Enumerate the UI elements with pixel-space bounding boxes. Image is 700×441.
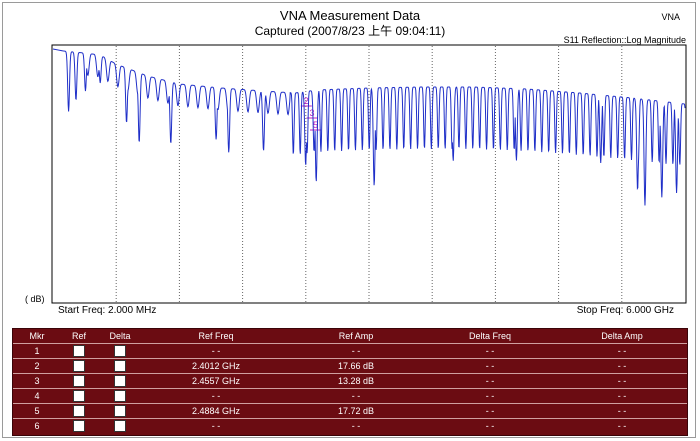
delta-checkbox[interactable] — [114, 360, 126, 372]
ref-checkbox-cell — [61, 373, 97, 389]
header-ref: Ref — [71, 331, 86, 341]
ref-checkbox[interactable] — [73, 360, 85, 372]
ref-checkbox-cell — [61, 358, 97, 374]
delta-checkbox-cell — [97, 418, 143, 433]
plot-border — [51, 44, 687, 304]
marker-ref-amp-cell: 13.28 dB — [289, 373, 423, 389]
ref-checkbox-cell — [61, 388, 97, 404]
marker-mkr-cell: 5 — [13, 403, 61, 419]
header-delta-amp: Delta Amp — [601, 331, 643, 341]
marker-row: 6- -- -- -- - — [13, 418, 687, 433]
marker-ref-freq-cell: 2.4557 GHz — [143, 373, 289, 389]
marker-row: 4- -- -- -- - — [13, 388, 687, 404]
header-delta: Delta — [109, 331, 131, 341]
marker-symbol: 2 — [304, 96, 309, 106]
header-ref-amp: Ref Amp — [338, 331, 374, 341]
marker-delta-amp-cell: - - — [557, 403, 687, 419]
plot-area: 23 5 — [51, 44, 687, 304]
marker-ref-amp-cell: - - — [289, 388, 423, 404]
measurement-label: S11 Reflection::Log Magnitude — [563, 35, 686, 45]
ref-checkbox-cell — [61, 418, 97, 433]
ref-checkbox[interactable] — [73, 420, 85, 432]
delta-checkbox[interactable] — [114, 405, 126, 417]
trace-line — [52, 48, 686, 206]
vna-label: VNA — [661, 12, 680, 22]
marker-delta-amp-cell: - - — [557, 388, 687, 404]
ref-checkbox[interactable] — [73, 390, 85, 402]
ref-checkbox[interactable] — [73, 345, 85, 357]
delta-checkbox[interactable] — [114, 375, 126, 387]
delta-checkbox[interactable] — [114, 390, 126, 402]
marker-delta-amp-cell: - - — [557, 373, 687, 389]
marker-delta-freq-cell: - - — [423, 373, 557, 389]
marker-delta-freq-cell: - - — [423, 343, 557, 359]
header-mkr: Mkr — [29, 331, 45, 341]
marker-delta-amp-cell: - - — [557, 358, 687, 374]
chart-title: VNA Measurement Data — [279, 8, 421, 23]
marker-table-header: Mkr Ref Delta Ref Freq Ref Amp Delta Fre… — [13, 329, 687, 344]
ref-checkbox[interactable] — [73, 405, 85, 417]
marker-delta-freq-cell: - - — [423, 403, 557, 419]
header-ref-freq: Ref Freq — [198, 331, 234, 341]
marker-delta-freq-cell: - - — [423, 418, 557, 433]
marker-table-panel: Mkr Ref Delta Ref Freq Ref Amp Delta Fre… — [12, 328, 688, 436]
chart-subtitle: Captured (2007/8/23 上午 09:04:11) — [254, 24, 446, 38]
marker-ref-freq-cell: 2.4012 GHz — [143, 358, 289, 374]
ref-checkbox-cell — [61, 403, 97, 419]
stop-freq-label: Stop Freq: 6.000 GHz — [576, 305, 674, 316]
marker-ref-amp-cell: - - — [289, 418, 423, 433]
delta-checkbox-cell — [97, 388, 143, 404]
ref-checkbox[interactable] — [73, 375, 85, 387]
marker-ref-amp-cell: 17.72 dB — [289, 403, 423, 419]
delta-checkbox-cell — [97, 358, 143, 374]
y-unit-label: ( dB) — [25, 294, 45, 304]
marker-symbol: 5 — [313, 120, 318, 130]
marker-delta-amp-cell: - - — [557, 418, 687, 433]
marker-delta-freq-cell: - - — [423, 358, 557, 374]
marker-mkr-cell: 6 — [13, 418, 61, 433]
marker-delta-freq-cell: - - — [423, 388, 557, 404]
start-freq-label: Start Freq: 2.000 MHz — [58, 305, 157, 316]
delta-checkbox-cell — [97, 343, 143, 359]
marker-row: 1- -- -- -- - — [13, 343, 687, 359]
marker-row: 3 2.4557 GHz 13.28 dB - -- - — [13, 373, 687, 389]
marker-ref-freq-cell: 2.4884 GHz — [143, 403, 289, 419]
grid — [115, 46, 623, 302]
marker-ref-freq-cell: - - — [143, 418, 289, 433]
marker-ref-freq-cell: - - — [143, 388, 289, 404]
marker-symbol: 3 — [310, 108, 315, 118]
marker-mkr-cell: 4 — [13, 388, 61, 404]
marker-row: 2 2.4012 GHz 17.66 dB - -- - — [13, 358, 687, 374]
marker-table: Mkr Ref Delta Ref Freq Ref Amp Delta Fre… — [13, 329, 687, 433]
marker-row: 5 2.4884 GHz 17.72 dB - -- - — [13, 403, 687, 419]
marker-mkr-cell: 1 — [13, 343, 61, 359]
marker-ref-amp-cell: 17.66 dB — [289, 358, 423, 374]
delta-checkbox[interactable] — [114, 420, 126, 432]
delta-checkbox[interactable] — [114, 345, 126, 357]
marker-delta-amp-cell: - - — [557, 343, 687, 359]
delta-checkbox-cell — [97, 373, 143, 389]
header-delta-freq: Delta Freq — [468, 331, 512, 341]
marker-mkr-cell: 3 — [13, 373, 61, 389]
delta-checkbox-cell — [97, 403, 143, 419]
marker-mkr-cell: 2 — [13, 358, 61, 374]
marker-ref-freq-cell: - - — [143, 343, 289, 359]
marker-ref-amp-cell: - - — [289, 343, 423, 359]
ref-checkbox-cell — [61, 343, 97, 359]
